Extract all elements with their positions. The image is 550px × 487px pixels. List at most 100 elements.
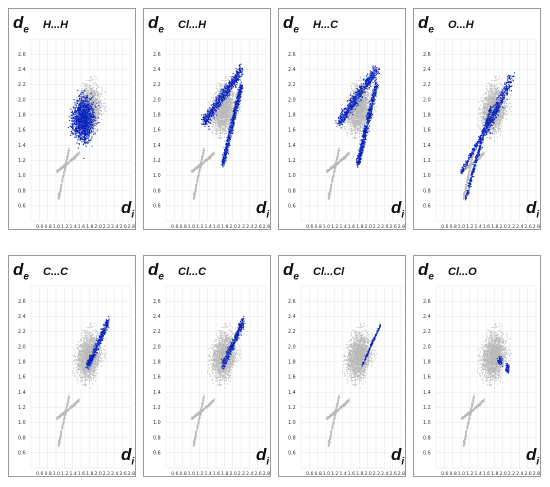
data-point <box>94 108 96 110</box>
data-point <box>234 95 236 97</box>
data-point <box>86 93 88 95</box>
contact-point <box>85 111 87 113</box>
data-point <box>230 104 231 106</box>
data-point <box>77 153 79 155</box>
data-point <box>87 99 89 101</box>
data-point <box>97 98 99 100</box>
data-point <box>225 122 226 124</box>
contact-point <box>86 119 88 121</box>
data-point <box>222 114 224 116</box>
contact-point <box>77 108 79 110</box>
data-point <box>231 114 233 116</box>
data-point <box>225 113 227 115</box>
data-point <box>234 97 236 99</box>
data-point <box>62 164 64 166</box>
data-point <box>96 90 98 92</box>
contact-point <box>72 133 74 135</box>
data-point <box>232 97 234 99</box>
data-point <box>83 83 85 85</box>
data-point <box>78 94 80 96</box>
data-point <box>99 109 101 111</box>
contact-point <box>85 138 87 140</box>
data-point <box>67 163 69 164</box>
data-point <box>217 107 219 109</box>
contact-point <box>90 131 92 133</box>
contact-point <box>87 108 89 110</box>
contact-point <box>75 113 77 115</box>
contact-point <box>88 129 90 131</box>
data-point <box>56 171 58 173</box>
contact-point <box>73 99 75 101</box>
data-point <box>217 117 219 119</box>
data-point <box>225 121 227 123</box>
data-point <box>217 118 219 120</box>
data-point <box>76 155 78 156</box>
data-point <box>218 90 220 92</box>
data-point <box>223 110 225 112</box>
data-point <box>96 119 98 121</box>
contact-point <box>79 111 81 113</box>
data-point <box>223 127 225 129</box>
data-point <box>224 111 226 113</box>
data-point <box>86 89 88 91</box>
contact-point <box>84 105 86 107</box>
contact-point <box>82 119 84 121</box>
contact-point <box>77 113 79 115</box>
contact-point <box>80 123 82 125</box>
data-point <box>223 115 224 117</box>
data-point <box>217 113 219 115</box>
data-point <box>219 108 220 110</box>
contact-point <box>85 134 87 136</box>
data-point <box>231 92 233 94</box>
data-point <box>92 98 94 100</box>
data-point <box>232 109 234 111</box>
contact-point <box>81 103 83 105</box>
contact-point <box>84 98 86 100</box>
data-point <box>226 79 228 81</box>
contact-point <box>82 132 84 134</box>
contact-point <box>89 122 91 124</box>
data-point <box>218 123 220 125</box>
data-point <box>96 113 98 114</box>
data-point <box>95 95 97 96</box>
data-point <box>231 105 233 107</box>
data-point <box>58 168 60 170</box>
data-point <box>58 193 60 195</box>
data-point <box>219 97 221 99</box>
data-point <box>82 95 84 97</box>
data-point <box>229 123 231 125</box>
contact-point <box>77 147 79 149</box>
data-point <box>98 102 100 104</box>
data-point <box>98 115 99 117</box>
data-point <box>99 103 101 105</box>
x-tick-label: 0.6 <box>36 224 43 230</box>
contact-point <box>79 97 81 99</box>
data-point <box>235 93 237 95</box>
data-point <box>65 161 67 163</box>
data-point <box>222 111 224 112</box>
contact-point <box>85 119 87 121</box>
data-point <box>56 169 58 171</box>
contact-point <box>95 106 97 108</box>
x-tick-label: 1.0 <box>53 224 60 230</box>
contact-point <box>81 111 83 113</box>
data-point <box>80 85 82 87</box>
data-point <box>101 113 102 115</box>
contact-point <box>79 106 81 108</box>
contact-point <box>85 145 87 147</box>
data-point <box>91 91 93 93</box>
contact-point <box>86 107 88 109</box>
contact-point <box>87 127 89 129</box>
data-point <box>218 125 220 127</box>
data-point <box>75 109 76 111</box>
data-point <box>90 91 92 93</box>
data-point <box>223 116 225 118</box>
data-point <box>228 101 230 103</box>
contact-point <box>87 115 89 117</box>
data-point <box>220 107 222 108</box>
data-point <box>88 86 90 88</box>
data-point <box>226 101 228 103</box>
contact-point <box>83 130 85 132</box>
data-point <box>92 106 94 108</box>
data-point <box>84 83 86 85</box>
